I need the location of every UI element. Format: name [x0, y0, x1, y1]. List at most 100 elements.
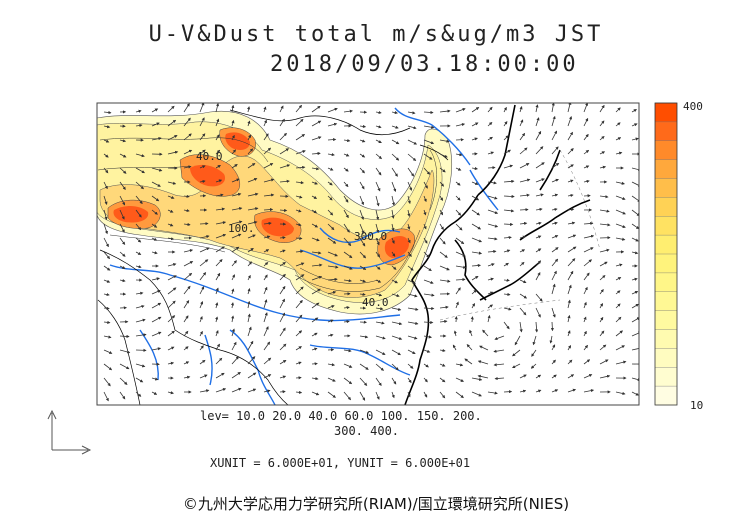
wind-vector	[519, 389, 527, 393]
wind-vector	[599, 209, 610, 213]
wind-vector	[183, 149, 193, 155]
wind-vector	[151, 377, 159, 381]
wind-vector	[183, 261, 194, 267]
wind-vector	[423, 110, 434, 115]
wind-vector	[503, 106, 507, 113]
wind-vector	[599, 151, 606, 155]
wind-vector	[551, 374, 557, 379]
wind-vector	[455, 265, 467, 269]
wind-vector	[135, 304, 145, 309]
wind-vector	[359, 237, 366, 247]
wind-vector	[327, 251, 338, 257]
colorbar-swatch	[655, 348, 677, 368]
wind-vector	[215, 134, 220, 141]
wind-vector	[631, 348, 639, 351]
wind-vector	[135, 123, 143, 128]
wind-vector	[359, 265, 367, 270]
wind-vector	[167, 361, 175, 365]
wind-vector	[183, 222, 191, 227]
wind-vector	[135, 181, 144, 190]
wind-vector	[311, 391, 320, 396]
wind-vector	[551, 359, 556, 365]
wind-vector	[247, 207, 259, 211]
wind-vector	[311, 105, 321, 113]
wind-vector	[615, 122, 621, 127]
wind-vector	[551, 130, 557, 141]
wind-vector	[407, 321, 419, 325]
wind-vector	[295, 181, 304, 185]
wind-vector	[452, 344, 457, 351]
wind-vector	[135, 363, 146, 368]
wind-vector	[503, 121, 508, 127]
wind-vector	[343, 153, 350, 157]
wind-vector	[375, 335, 386, 340]
wind-vector	[487, 209, 499, 215]
wind-vector	[135, 109, 142, 113]
wind-vector	[247, 356, 256, 365]
wind-vector	[343, 209, 349, 219]
wind-vector	[455, 391, 464, 399]
wind-vector	[167, 223, 174, 227]
wind-vector	[263, 286, 268, 295]
dust-plume	[97, 110, 453, 315]
wind-vector	[551, 307, 556, 318]
wind-vector	[247, 148, 254, 155]
wind-vector	[455, 287, 461, 295]
wind-vector	[519, 106, 523, 113]
wind-vector	[151, 167, 163, 172]
wind-vector	[615, 360, 627, 365]
wind-vector	[151, 181, 161, 187]
wind-vector	[183, 249, 194, 253]
wind-vector	[487, 195, 498, 200]
map-label-4: 40.0	[362, 296, 389, 309]
wind-vector	[183, 285, 191, 295]
wind-vector	[423, 167, 431, 175]
wind-vector	[391, 195, 396, 206]
wind-vector	[391, 251, 396, 257]
wind-vector	[231, 274, 235, 281]
wind-vector	[469, 329, 473, 337]
wind-vector	[519, 163, 530, 169]
wind-vector	[583, 234, 595, 239]
wind-vector	[583, 103, 589, 113]
wind-vector	[391, 335, 403, 340]
wind-vector	[551, 115, 556, 127]
wind-vector	[167, 287, 177, 295]
wind-vector	[487, 277, 494, 281]
wind-vector	[503, 249, 511, 253]
wind-vector	[423, 293, 435, 297]
wind-vector	[295, 330, 303, 337]
wind-vector	[231, 288, 235, 295]
wind-vector	[583, 149, 590, 155]
wind-vector	[327, 319, 334, 323]
colorbar-swatch	[655, 329, 677, 349]
wind-vector	[375, 265, 381, 270]
wind-vector	[295, 104, 303, 113]
wind-vector	[231, 387, 242, 393]
wind-vector	[567, 221, 576, 225]
wind-vector	[471, 209, 481, 216]
wind-vector	[551, 270, 557, 281]
wind-vector	[494, 335, 505, 340]
wind-vector	[407, 251, 412, 258]
wind-vector	[311, 209, 318, 214]
wind-vector	[279, 343, 287, 351]
wind-vector	[311, 120, 322, 127]
wind-vector	[103, 223, 108, 235]
wind-vector	[215, 246, 225, 253]
wind-vector	[263, 326, 269, 337]
wind-vector	[231, 356, 239, 365]
wind-vector	[503, 307, 512, 311]
wind-vector	[503, 222, 514, 226]
wind-vector	[375, 377, 382, 387]
wind-vector	[407, 139, 418, 145]
wind-vector	[199, 149, 206, 155]
wind-vector	[279, 312, 285, 323]
wind-vector	[471, 237, 483, 243]
wind-vector	[295, 223, 302, 227]
wind-vector	[423, 251, 430, 258]
wind-vector	[519, 321, 523, 333]
wind-vector	[583, 247, 594, 253]
wind-vector	[183, 133, 192, 141]
wind-vector	[375, 181, 381, 192]
